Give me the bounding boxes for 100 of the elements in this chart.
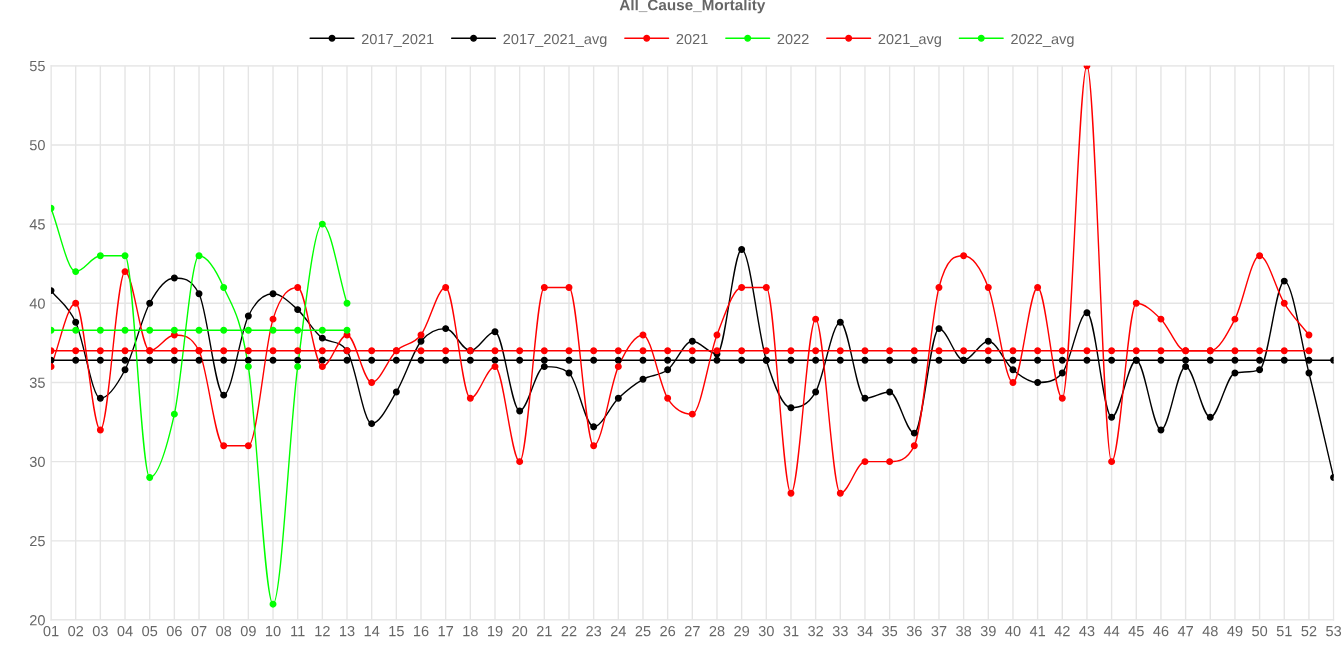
point (984, 337, 992, 345)
point (1108, 413, 1116, 421)
point (121, 366, 129, 374)
point (491, 347, 499, 355)
point (146, 356, 154, 364)
point (1182, 356, 1190, 364)
point (861, 347, 869, 355)
point (688, 410, 696, 418)
point (836, 318, 844, 326)
point (442, 356, 450, 364)
point (294, 347, 302, 355)
x-tick-label: 01 (43, 625, 59, 637)
point (170, 274, 178, 282)
x-tick-label: 03 (92, 625, 108, 637)
point (516, 458, 524, 466)
point (269, 600, 277, 608)
point (417, 337, 425, 345)
point (220, 283, 228, 291)
x-tick-label: 15 (389, 626, 404, 637)
x-tick-label: 07 (191, 625, 207, 637)
point (96, 394, 104, 402)
x-tick-label: 11 (291, 626, 305, 637)
point (244, 356, 252, 364)
point (1280, 356, 1288, 364)
point (1231, 369, 1239, 377)
point (1206, 356, 1214, 364)
x-tick-label: 52 (1301, 625, 1317, 637)
point (787, 404, 795, 412)
point (960, 252, 968, 260)
point (368, 356, 376, 364)
x-tick-label: 49 (1227, 625, 1243, 637)
point (688, 347, 696, 355)
x-tick-label: 22 (561, 625, 577, 637)
point (170, 356, 178, 364)
y-tick-label: 35 (29, 377, 45, 388)
point (294, 306, 302, 314)
point (1256, 366, 1264, 374)
point (1034, 378, 1042, 386)
point (639, 356, 647, 364)
x-tick-label: 05 (142, 625, 158, 637)
point (220, 391, 228, 399)
point (1206, 413, 1214, 421)
point (96, 326, 104, 334)
legend-label: 2017_2021 (361, 33, 434, 47)
point (1034, 356, 1042, 364)
point (812, 356, 820, 364)
point (244, 326, 252, 334)
point (540, 283, 548, 291)
point (442, 347, 450, 355)
point (861, 356, 869, 364)
point (1305, 331, 1313, 339)
point (1157, 347, 1165, 355)
point (639, 375, 647, 383)
point (1132, 299, 1140, 307)
point (442, 325, 450, 333)
legend-label: 2017_2021_avg (503, 33, 607, 48)
x-tick-label: 38 (956, 625, 972, 637)
y-tick-label: 25 (29, 535, 45, 547)
x-tick-label: 30 (758, 625, 774, 637)
point (1231, 315, 1239, 323)
point (664, 356, 672, 364)
x-tick-label: 19 (488, 625, 503, 637)
point (96, 356, 104, 364)
x-tick-label: 47 (1177, 626, 1193, 637)
point (590, 442, 598, 450)
point (565, 347, 573, 355)
point (1083, 309, 1091, 317)
x-tick-label: 37 (931, 625, 947, 637)
point (1034, 283, 1042, 291)
point (1256, 252, 1264, 260)
point (910, 347, 918, 355)
point (1108, 347, 1116, 355)
point (540, 363, 548, 371)
point (1231, 347, 1239, 355)
point (540, 347, 548, 355)
point (738, 283, 746, 291)
point (244, 312, 252, 320)
point (886, 347, 894, 355)
point (738, 245, 746, 253)
point (738, 347, 746, 355)
x-tick-label: 27 (684, 625, 700, 637)
point (244, 347, 252, 355)
point (146, 299, 154, 307)
point (146, 326, 154, 334)
point (614, 394, 622, 402)
point (442, 283, 450, 291)
point (195, 252, 203, 260)
point (72, 299, 80, 307)
point (1231, 356, 1239, 364)
point (935, 356, 943, 364)
point (836, 489, 844, 497)
y-tick-label: 45 (29, 219, 45, 230)
x-tick-label: 06 (166, 625, 182, 637)
point (294, 363, 302, 371)
point (1280, 299, 1288, 307)
x-tick-label: 44 (1103, 626, 1120, 637)
point (1083, 356, 1091, 364)
point (664, 366, 672, 374)
point (368, 347, 376, 355)
point (170, 410, 178, 418)
